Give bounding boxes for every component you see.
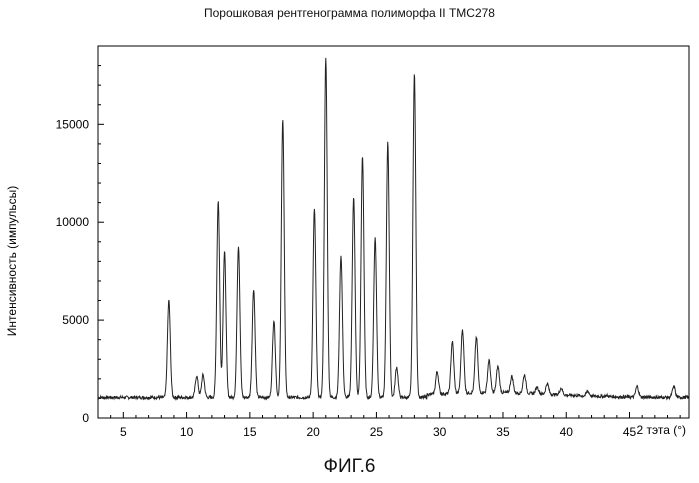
x-tick-label: 15 [243, 425, 257, 439]
y-tick-label: 5000 [62, 313, 89, 327]
x-axis-label: 2 тэта (°) [636, 423, 686, 437]
x-tick-label: 35 [496, 425, 510, 439]
y-axis-ticks: 0 5000 10000 15000 [56, 66, 104, 425]
xrd-chart: 5 10 15 20 25 30 35 40 45 0 5000 10000 15000 2 тэта… [0, 0, 699, 483]
x-tick-label: 5 [120, 425, 127, 439]
x-tick-label: 10 [180, 425, 194, 439]
x-tick-label: 45 [623, 425, 637, 439]
x-tick-label: 30 [433, 425, 447, 439]
x-tick-label: 40 [560, 425, 574, 439]
x-tick-label: 25 [370, 425, 384, 439]
figure-caption: ФИГ.6 [0, 456, 699, 478]
y-axis-label: Интенсивность (импульсы) [5, 186, 19, 336]
y-tick-label: 15000 [56, 117, 90, 131]
plot-frame [98, 46, 689, 418]
x-tick-label: 20 [306, 425, 320, 439]
diffraction-pattern-line [98, 58, 689, 399]
y-tick-label: 10000 [56, 215, 90, 229]
y-tick-label: 0 [82, 411, 89, 425]
x-axis-ticks: 5 10 15 20 25 30 35 40 45 [98, 412, 680, 439]
